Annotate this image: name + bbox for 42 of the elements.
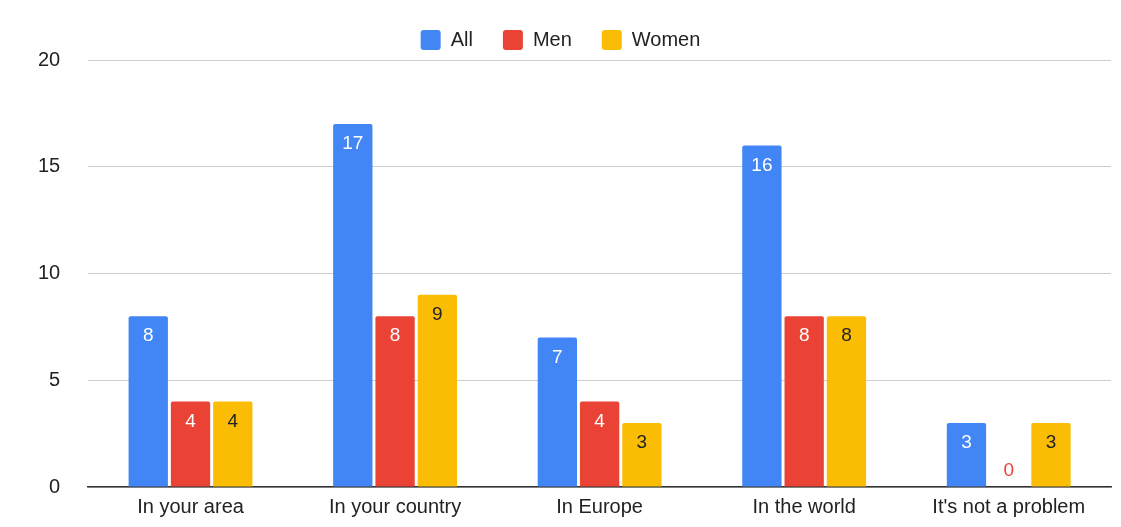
bar [622,422,662,487]
y-tick-label: 15 [38,154,61,177]
data-label: 7 [552,345,563,367]
bar [1031,422,1071,487]
data-label: 8 [142,324,154,346]
y-tick-label: 10 [38,261,61,284]
data-label: 4 [185,409,197,431]
bar [784,316,824,487]
data-label: 8 [389,324,401,346]
data-label: 8 [841,324,852,346]
bar [826,316,867,487]
x-tick-label: In Europe [556,494,643,517]
data-label: 4 [594,409,606,431]
y-tick-label: 20 [38,47,61,70]
bar [213,401,253,487]
legend-label: Men [532,27,572,50]
legend-label: All [450,27,473,50]
data-label: 3 [1045,431,1057,453]
y-tick-label: 0 [49,474,61,497]
y-tick-label: 5 [49,367,61,390]
bar [946,422,987,487]
data-label: 9 [432,303,443,325]
data-label: 4 [227,409,239,431]
data-label: 17 [342,132,364,154]
bar [417,294,457,487]
data-label: 8 [798,324,810,346]
x-tick-label: In the world [752,494,856,517]
legend-label: Women [631,27,701,50]
bar [128,316,168,487]
bar [333,124,373,487]
bar [537,337,578,487]
data-label: 16 [751,153,773,175]
bar [579,401,620,487]
data-label: 0 [1003,459,1015,481]
data-label: 3 [636,431,648,453]
bar [170,401,211,487]
x-tick-label: In your area [137,494,245,517]
bar [375,316,415,487]
data-label: 3 [961,431,972,453]
x-tick-label: In your country [328,494,462,517]
bar [742,145,782,487]
x-tick-label: It's not a problem [932,494,1086,517]
